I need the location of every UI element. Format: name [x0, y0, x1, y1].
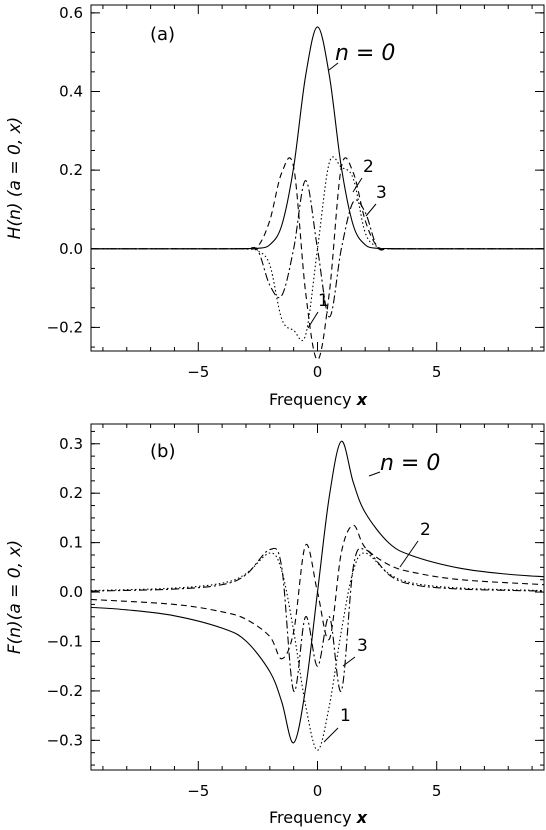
panel-b-leader-3	[342, 656, 356, 667]
panel-b-x-axis-label-text: Frequency	[269, 808, 357, 827]
panel-a-label: (a)	[150, 24, 175, 45]
panel-b-axes-frame	[90, 423, 545, 771]
panel-b-curve-label-2: 2	[420, 520, 431, 540]
panel-a-curves	[90, 26, 545, 361]
panel-a-leader-2	[352, 177, 363, 193]
panel-b-y-tick-label: 0.1	[59, 534, 83, 552]
panel-a-x-tick-label: 5	[432, 363, 442, 381]
panel-a-curve-label-1: 1	[318, 291, 329, 311]
panel-a-y-axis-label: H(n) (a = 0, x)	[5, 117, 25, 240]
panel-b-y-axis-label: F(n)(a = 0, x)	[5, 540, 25, 654]
panel-b-y-tick-label: 0.0	[59, 583, 83, 601]
panel-b-leader-n0	[368, 471, 381, 477]
panel-a-leader-1	[307, 311, 319, 329]
panel-a-leader-3	[365, 203, 377, 217]
panel-b-series-line-3	[90, 547, 545, 692]
panel-a-y-tick-label: 0.4	[59, 83, 83, 101]
panel-b-y-tick-label: −0.1	[47, 632, 83, 650]
panel-b-y-tick-label: 0.2	[59, 484, 83, 502]
panel-a-series-line-0	[90, 26, 545, 250]
panel-b-y-tick-label: −0.3	[47, 731, 83, 749]
panel-b-x-tick-label: 0	[313, 782, 323, 800]
panel-b-series-line-1	[90, 552, 545, 751]
panel-a-curve-label-3: 3	[376, 183, 387, 203]
panel-b-y-tick-label: −0.2	[47, 682, 83, 700]
panel-b-x-axis-label: Frequency x	[269, 808, 368, 827]
panel-a-y-tick-label: 0.0	[59, 240, 83, 258]
panel-b-curve-label-n0: n = 0	[380, 451, 440, 476]
panel-b-x-tick-label: 5	[432, 782, 442, 800]
panel-b-leader-1	[323, 727, 339, 743]
panel-a-curve-label-2: 2	[363, 157, 374, 177]
panel-a-x-tick-label: 0	[313, 363, 323, 381]
panel-b-x-axis-label-var: x	[356, 808, 368, 827]
panel-a-series-line-2	[90, 157, 545, 361]
panel-b-x-tick-label: −5	[187, 782, 209, 800]
panel-a-x-axis-label: Frequency x	[269, 390, 368, 409]
panel-a-y-tick-label: −0.2	[47, 318, 83, 336]
panel-a-x-axis-label-var: x	[356, 390, 368, 409]
panel-a-x-tick-label: −5	[187, 363, 209, 381]
panel-a-leader-n0	[328, 62, 339, 71]
panel-b-curves	[90, 440, 545, 751]
panel-a-y-tick-label: 0.6	[59, 4, 83, 22]
panel-a: −5 0 5 −0.2 0.0 0.2 0.4 0.6 (a) n = 0 1 2 3 Fre…	[5, 4, 545, 409]
panel-a-y-tick-label: 0.2	[59, 161, 83, 179]
panel-b-y-tick-label: 0.3	[59, 435, 83, 453]
panel-b-leader-2	[399, 540, 419, 568]
panel-a-curve-label-n0: n = 0	[335, 41, 395, 66]
panel-b-series-line-2	[90, 524, 545, 660]
panel-b-curve-label-1: 1	[340, 706, 351, 726]
panel-b-label: (b)	[150, 441, 175, 462]
panel-a-x-axis-label-text: Frequency	[269, 390, 357, 409]
panel-a-series-line-3	[91, 180, 544, 318]
panel-b: −5 0 5 −0.3 −0.2 −0.1 0.0 0.1 0.2 0.3 (b) n = 0 2…	[5, 423, 545, 827]
panel-b-curve-label-3: 3	[357, 636, 368, 656]
panel-b-ticks: −5 0 5 −0.3 −0.2 −0.1 0.0 0.1 0.2 0.3	[47, 424, 544, 800]
panel-a-ticks: −5 0 5 −0.2 0.0 0.2 0.4 0.6	[47, 4, 544, 381]
